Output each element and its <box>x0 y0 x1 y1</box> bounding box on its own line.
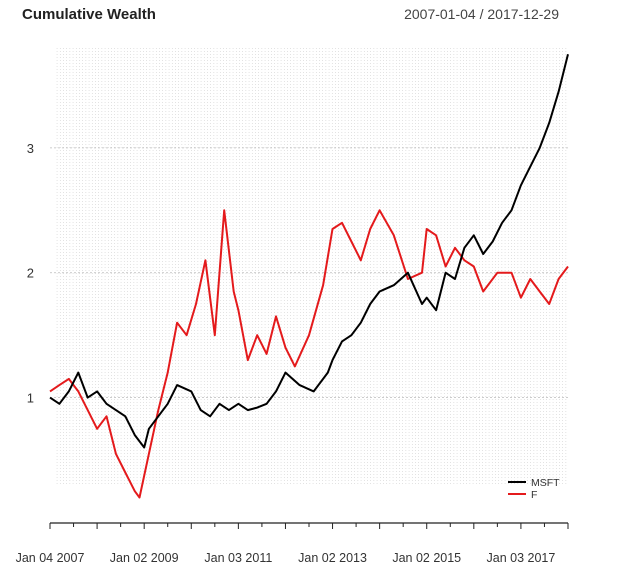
x-tick-label: Jan 02 2009 <box>110 551 179 565</box>
grid <box>50 48 568 485</box>
legend-label: F <box>531 489 537 501</box>
x-tick-label: Jan 04 2007 <box>16 551 85 565</box>
date-range-label: 2007-01-04 / 2017-12-29 <box>404 6 559 22</box>
series-line-f <box>49 209 569 499</box>
y-tick-label: 2 <box>27 266 34 281</box>
y-tick-label: 3 <box>27 141 34 156</box>
series-line-msft <box>49 53 569 449</box>
chart-title: Cumulative Wealth <box>22 6 156 23</box>
y-tick-label: 1 <box>27 391 34 406</box>
x-tick-label: Jan 02 2015 <box>392 551 461 565</box>
x-tick-label: Jan 03 2011 <box>204 551 272 565</box>
legend-label: MSFT <box>531 477 560 489</box>
x-tick-label: Jan 03 2017 <box>487 551 556 565</box>
x-tick-label: Jan 02 2013 <box>298 551 367 565</box>
